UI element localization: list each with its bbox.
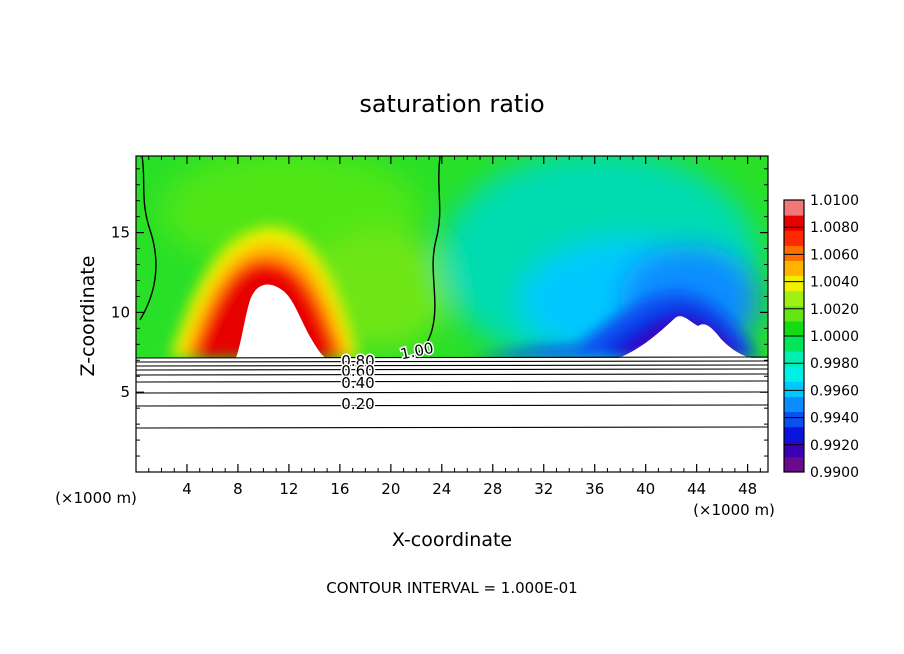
colorbar: 1.0100 1.0080 1.0060 1.0040 1.0020 1.0000 0.99… — [783, 193, 859, 481]
plot-frame — [135, 155, 769, 473]
x-unit-left: (×1000 m) — [55, 489, 137, 507]
x-tick-label: 40 — [636, 480, 655, 498]
contour-label: 0.60 — [341, 362, 374, 380]
lower-region — [136, 358, 768, 472]
contour-label: 0.80 — [341, 352, 374, 370]
x-tick-label: 4 — [182, 480, 192, 498]
x-tick-label: 28 — [483, 480, 502, 498]
colorbar-label: 0.9960 — [810, 383, 859, 399]
x-axis-label: X-coordinate — [392, 529, 512, 551]
x-tick-label: 12 — [279, 480, 298, 498]
undefined-region-right — [618, 316, 752, 358]
colorbar-label: 1.0060 — [810, 247, 859, 263]
colorbar-label: 1.0080 — [810, 220, 859, 236]
colorbar-swatch — [784, 456, 804, 473]
colorbar-swatch — [784, 260, 804, 277]
colorbar-swatch — [784, 336, 804, 352]
x-tick-label: 24 — [432, 480, 451, 498]
colorbar-swatch — [784, 441, 804, 458]
colorbar-swatch — [784, 411, 804, 428]
contour-lines — [136, 356, 768, 429]
y-axis-label: Z-coordinate — [77, 256, 99, 377]
contour-label: 0.20 — [341, 395, 374, 413]
x-axis: 4 8 12 16 20 24 28 32 36 40 44 48 — [148, 156, 761, 498]
x-unit-right: (×1000 m) — [693, 501, 775, 519]
colorbar-swatch — [784, 200, 804, 216]
colorbar-swatch — [784, 230, 804, 246]
contour-labels: 1.000.800.600.400.20 — [340, 337, 437, 414]
colorbar-swatch — [784, 290, 804, 307]
x-tick-label: 20 — [381, 480, 400, 498]
y-axis: 5 10 15 — [111, 168, 768, 457]
colorbar-label: 1.0040 — [810, 275, 859, 291]
contour-1.00 — [139, 156, 441, 357]
x-tick-label: 32 — [534, 480, 553, 498]
plot-area — [136, 156, 768, 472]
colorbar-label: 1.0100 — [810, 193, 859, 209]
contour-interval-note: CONTOUR INTERVAL = 1.000E-01 — [326, 579, 577, 597]
colorbar-swatch — [784, 275, 804, 292]
y-tick-label: 15 — [111, 224, 130, 242]
colorbar-label: 1.0020 — [810, 302, 859, 318]
colorbar-swatch — [784, 305, 804, 322]
colorbar-swatch — [784, 351, 804, 367]
x-tick-label: 36 — [585, 480, 604, 498]
colorbar-swatch — [784, 366, 804, 382]
x-tick-label: 48 — [738, 480, 757, 498]
x-tick-label: 8 — [233, 480, 243, 498]
colorbar-swatch — [784, 245, 804, 261]
colorbar-swatch — [784, 215, 804, 231]
colorbar-swatch — [784, 396, 804, 413]
colorbar-label: 1.0000 — [810, 329, 859, 345]
y-tick-label: 10 — [111, 303, 130, 321]
colorbar-label: 0.9980 — [810, 356, 859, 372]
colorbar-label: 0.9920 — [810, 438, 859, 454]
colorbar-swatch — [784, 426, 804, 443]
x-tick-label: 16 — [330, 480, 349, 498]
colorbar-swatch — [784, 320, 804, 337]
undefined-region-left — [236, 284, 326, 358]
colorbar-label: 0.9900 — [810, 465, 859, 481]
x-tick-label: 44 — [687, 480, 706, 498]
contour-label: 0.40 — [341, 374, 374, 392]
y-tick-label: 5 — [120, 383, 130, 401]
colorbar-swatch — [784, 381, 804, 397]
chart-title: saturation ratio — [359, 90, 544, 118]
colorbar-label: 0.9940 — [810, 411, 859, 427]
